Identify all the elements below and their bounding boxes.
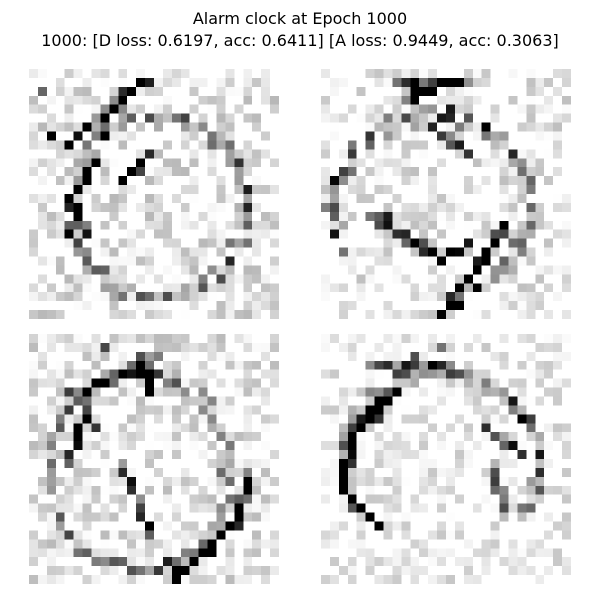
- figure-title: Alarm clock at Epoch 1000: [192, 9, 408, 28]
- training-stats-line: 1000: [D loss: 0.6197, acc: 0.6411] [A l…: [41, 31, 559, 50]
- generated-sample-2-image: [321, 69, 571, 319]
- generated-sample-1-image: [29, 69, 279, 319]
- generated-sample-4-image: [321, 334, 571, 584]
- generated-sample-3-image: [29, 334, 279, 584]
